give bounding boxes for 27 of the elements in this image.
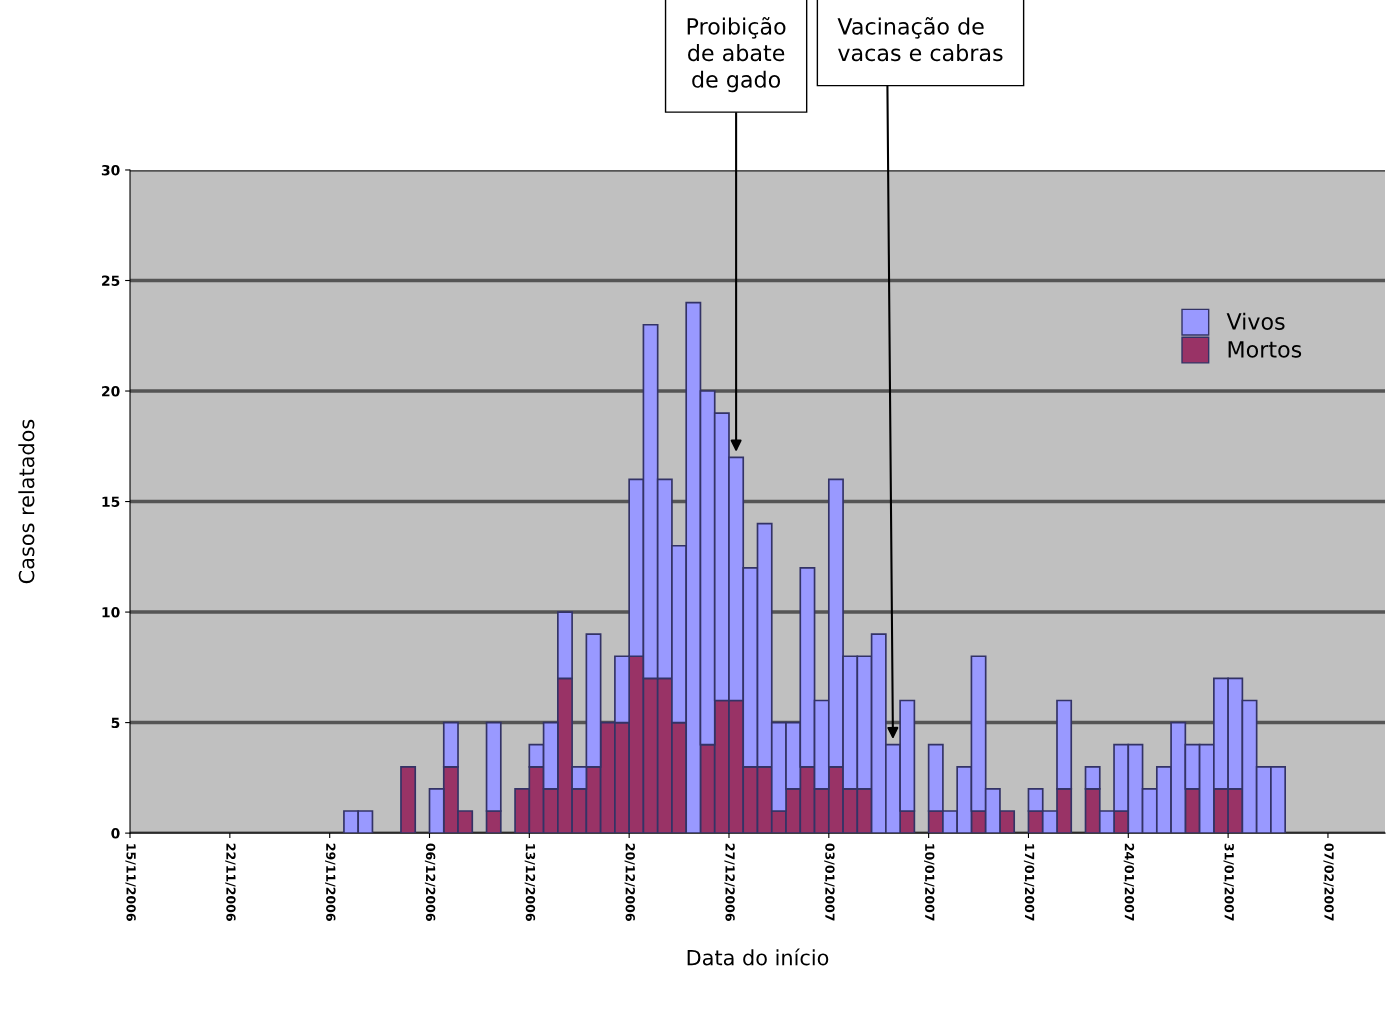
legend-label: Mortos — [1228, 341, 1302, 358]
x-tick-label: 06/12/2006 — [424, 843, 436, 921]
y-tick-label: 0 — [111, 828, 120, 839]
x-tick-label: 07/02/2007 — [1323, 843, 1334, 921]
y-tick-label: 15 — [102, 496, 120, 508]
y-tick-label: 5 — [111, 717, 120, 729]
x-tick-label: 15/11/2006 — [125, 844, 136, 921]
x-axis-title: Data do início — [687, 948, 829, 966]
x-tick-label: 31/01/2007 — [1223, 843, 1234, 921]
annotation: Proibição de abate de gado — [687, 17, 786, 93]
x-tick-label: 17/01/2007 — [1023, 844, 1035, 921]
x-tick-label: 24/01/2007 — [1123, 843, 1135, 921]
bar — [400, 765, 417, 834]
y-tick-label: 25 — [102, 275, 120, 286]
x-tick-label: 10/01/2007 — [924, 844, 935, 921]
y-tick-label: 10 — [102, 607, 120, 618]
y-tick-label: 20 — [102, 385, 120, 397]
x-tick-label: 03/01/2007 — [824, 843, 835, 921]
x-tick-label: 22/11/2006 — [225, 843, 236, 921]
x-tick-label: 29/11/2006 — [325, 843, 336, 921]
y-axis-title: Casos relatados — [18, 419, 35, 584]
y-tick-label: 30 — [101, 164, 120, 176]
x-tick-label: 20/12/2006 — [624, 843, 635, 921]
x-tick-label: 13/12/2006 — [524, 844, 536, 921]
legend-label: Vivos — [1226, 312, 1285, 330]
x-tick-label: 27/12/2006 — [724, 843, 735, 921]
annotation: Vacinação de vacas e cabras — [837, 17, 1003, 62]
